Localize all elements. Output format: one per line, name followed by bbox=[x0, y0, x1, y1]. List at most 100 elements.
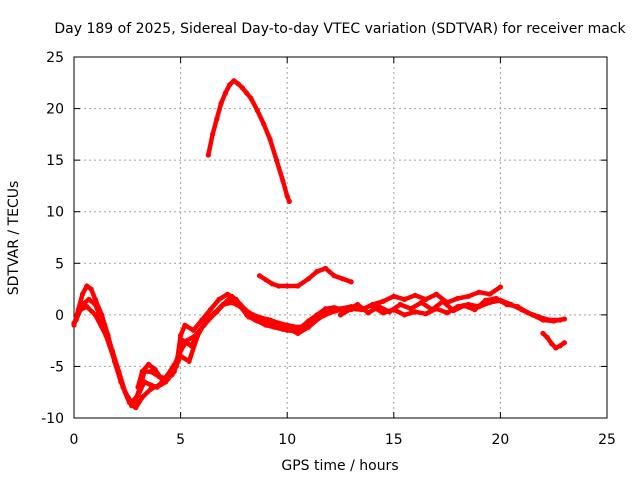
data-point bbox=[553, 345, 559, 351]
data-point bbox=[295, 283, 301, 289]
data-point bbox=[412, 309, 418, 315]
data-point bbox=[180, 338, 186, 344]
data-point bbox=[465, 293, 471, 299]
y-axis-label: SDTVAR / TECUs bbox=[6, 181, 22, 296]
y-tick-label: -5 bbox=[50, 359, 64, 375]
data-point bbox=[365, 310, 371, 316]
data-point bbox=[331, 273, 337, 279]
y-tick-label: 5 bbox=[55, 256, 64, 272]
data-point bbox=[561, 316, 568, 322]
data-point bbox=[218, 100, 224, 106]
data-point bbox=[92, 312, 98, 318]
x-tick-label: 10 bbox=[278, 432, 296, 448]
data-point bbox=[146, 361, 152, 367]
y-tick-labels: -10 -5 0 5 10 15 20 25 bbox=[41, 50, 64, 427]
data-point bbox=[235, 81, 241, 87]
data-point bbox=[355, 301, 361, 308]
data-point bbox=[195, 332, 201, 339]
data-point bbox=[133, 405, 139, 411]
data-point bbox=[186, 358, 192, 364]
data-point bbox=[288, 327, 295, 333]
data-point bbox=[280, 178, 286, 184]
data-point bbox=[540, 317, 546, 323]
data-point bbox=[508, 301, 514, 308]
data-point bbox=[103, 332, 109, 339]
data-point bbox=[380, 310, 386, 316]
data-point bbox=[487, 299, 493, 306]
series-pass-10 bbox=[540, 330, 568, 351]
data-point bbox=[244, 90, 250, 96]
data-point bbox=[418, 299, 425, 306]
data-point bbox=[229, 293, 235, 299]
series-line bbox=[206, 78, 292, 204]
x-tick-label: 20 bbox=[491, 432, 509, 448]
x-tick-label: 15 bbox=[385, 432, 403, 448]
data-point bbox=[323, 306, 329, 312]
data-point bbox=[267, 136, 273, 143]
y-tick-label: 0 bbox=[55, 308, 64, 324]
data-point bbox=[276, 283, 282, 289]
data-point bbox=[557, 343, 563, 349]
data-point bbox=[433, 291, 439, 297]
data-point bbox=[297, 325, 303, 331]
data-point bbox=[549, 341, 555, 347]
data-point bbox=[79, 291, 86, 297]
x-axis-label: GPS time / hours bbox=[281, 458, 398, 474]
data-point bbox=[423, 311, 429, 317]
y-tick-label: 15 bbox=[46, 153, 64, 169]
data-point bbox=[280, 326, 286, 332]
data-point bbox=[305, 324, 312, 330]
data-point bbox=[369, 304, 376, 310]
data-point bbox=[412, 292, 418, 298]
data-point bbox=[380, 298, 386, 304]
data-point bbox=[497, 284, 503, 290]
data-point bbox=[472, 307, 478, 313]
data-point bbox=[444, 310, 450, 316]
data-point bbox=[286, 198, 292, 204]
data-point bbox=[120, 384, 126, 390]
data-point bbox=[391, 293, 397, 299]
y-tick-label: 20 bbox=[46, 102, 64, 118]
data-point bbox=[205, 152, 211, 158]
data-point bbox=[314, 268, 320, 275]
data-point bbox=[465, 301, 471, 308]
data-point bbox=[284, 193, 290, 199]
data-point bbox=[263, 322, 269, 328]
data-point bbox=[444, 299, 450, 306]
data-point bbox=[433, 306, 439, 312]
data-point bbox=[263, 277, 269, 283]
data-point bbox=[323, 265, 329, 271]
data-point bbox=[561, 340, 568, 346]
data-point bbox=[239, 85, 245, 91]
data-point bbox=[408, 306, 414, 312]
data-point bbox=[224, 291, 231, 297]
data-point bbox=[77, 307, 83, 313]
data-point bbox=[254, 108, 260, 114]
plot-frame bbox=[73, 56, 608, 419]
data-point bbox=[160, 379, 167, 385]
data-point bbox=[391, 307, 397, 313]
data-point bbox=[284, 283, 290, 289]
data-point bbox=[314, 312, 320, 318]
chart-title: Day 189 of 2025, Sidereal Day-to-day VTE… bbox=[54, 21, 626, 37]
series-line bbox=[338, 284, 503, 318]
data-point bbox=[340, 276, 346, 282]
data-point bbox=[331, 305, 337, 311]
data-point bbox=[182, 322, 188, 328]
data-point bbox=[148, 369, 154, 375]
data-point bbox=[267, 317, 273, 323]
data-point bbox=[246, 314, 252, 320]
data-point bbox=[114, 363, 120, 369]
data-point bbox=[135, 384, 141, 390]
data-point bbox=[476, 289, 482, 295]
x-tick-label: 5 bbox=[176, 432, 185, 448]
data-point bbox=[86, 296, 92, 302]
data-point bbox=[256, 273, 263, 279]
series-pass-6 bbox=[256, 265, 354, 289]
axis-ticks bbox=[73, 56, 608, 419]
data-point bbox=[84, 304, 90, 310]
x-tick-label: 25 bbox=[598, 432, 616, 448]
series-pass-9 bbox=[369, 297, 568, 324]
data-point bbox=[88, 286, 94, 292]
data-point bbox=[359, 307, 365, 313]
